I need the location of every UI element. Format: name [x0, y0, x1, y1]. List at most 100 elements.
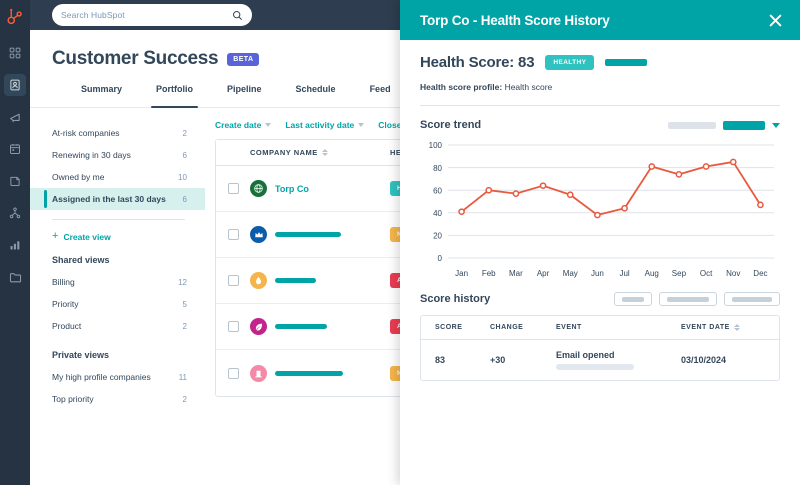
cell-company-name	[250, 318, 390, 335]
svg-text:Nov: Nov	[726, 269, 740, 278]
calendar-icon[interactable]	[4, 138, 26, 160]
svg-text:Aug: Aug	[645, 269, 659, 278]
create-view-label: Create view	[63, 231, 111, 242]
beta-badge: BETA	[227, 52, 260, 66]
profile-label: Health score profile:	[420, 82, 503, 92]
library-folder-icon[interactable]	[4, 266, 26, 288]
create-view-button[interactable]: + Create view	[30, 220, 205, 242]
column-header-score: SCORE	[435, 324, 463, 331]
view-count: 6	[182, 194, 187, 204]
row-checkbox[interactable]	[228, 321, 239, 332]
redacted-company-name	[275, 278, 316, 283]
dashboard-grid-icon[interactable]	[4, 42, 26, 64]
view-item-owned-by-me[interactable]: Owned by me 10	[30, 166, 205, 188]
service-ticket-icon[interactable]	[4, 170, 26, 192]
view-label: Top priority	[52, 394, 94, 404]
hubspot-sprocket-logo[interactable]	[4, 6, 26, 28]
redacted-company-name	[275, 232, 341, 237]
automation-workflow-icon[interactable]	[4, 202, 26, 224]
filter-bar: Create date Last activity date Close d	[215, 120, 800, 130]
shared-views-heading: Shared views	[52, 255, 110, 265]
tab-summary[interactable]: Summary	[81, 84, 123, 94]
history-filter-button-3[interactable]	[724, 292, 780, 306]
column-header-event-date[interactable]: EVENT DATE	[681, 324, 740, 331]
filter-label: Create date	[215, 120, 262, 130]
svg-text:Oct: Oct	[700, 269, 713, 278]
chevron-down-icon[interactable]	[772, 122, 780, 128]
row-checkbox[interactable]	[228, 183, 239, 194]
history-filter-button-2[interactable]	[659, 292, 717, 306]
marketing-megaphone-icon[interactable]	[4, 106, 26, 128]
tab-pipeline[interactable]: Pipeline	[227, 84, 262, 94]
health-score-panel: Torp Co - Health Score History Health Sc…	[400, 0, 800, 485]
view-count: 10	[178, 172, 187, 182]
score-history-header: Score history	[420, 292, 780, 306]
contacts-icon[interactable]	[4, 74, 26, 96]
svg-text:60: 60	[433, 186, 442, 195]
svg-text:Sep: Sep	[672, 269, 687, 278]
history-event: Email opened	[556, 350, 681, 370]
history-row[interactable]: 83 +30 Email opened 03/10/2024	[421, 340, 779, 380]
view-item-product[interactable]: Product 2	[30, 315, 205, 337]
date-range-selector[interactable]	[723, 120, 765, 130]
view-item-at-risk-companies[interactable]: At-risk companies 2	[30, 122, 205, 144]
view-item-priority[interactable]: Priority 5	[30, 293, 205, 315]
row-checkbox[interactable]	[228, 229, 239, 240]
view-item-top-priority[interactable]: Top priority 2	[30, 388, 205, 410]
view-label: Owned by me	[52, 172, 105, 182]
search-placeholder: Search HubSpot	[61, 10, 125, 20]
tab-schedule[interactable]: Schedule	[295, 84, 336, 94]
panel-body: Health Score: 83 HEALTHY Health score pr…	[400, 40, 800, 381]
panel-title: Torp Co - Health Score History	[420, 12, 610, 28]
filter-create-date[interactable]: Create date	[215, 120, 272, 130]
view-item-assigned-in-the-last-30-days[interactable]: Assigned in the last 30 days 6	[30, 188, 205, 210]
chart-canvas: 0 20 40 60 80 100 Jan Feb Mar Apr May Jun Jul Aug Sep O…	[429, 141, 774, 278]
svg-text:Feb: Feb	[482, 269, 496, 278]
svg-text:Jul: Jul	[619, 269, 629, 278]
svg-text:20: 20	[433, 232, 442, 241]
view-count: 2	[182, 321, 187, 331]
svg-text:May: May	[563, 269, 578, 278]
chart-controls	[668, 120, 780, 130]
history-filter-button-1[interactable]	[614, 292, 652, 306]
score-trend-title: Score trend	[420, 119, 482, 131]
globe-icon	[250, 180, 267, 197]
view-item-renewing-in-30-days[interactable]: Renewing in 30 days 6	[30, 144, 205, 166]
views-divider	[52, 219, 185, 220]
svg-text:40: 40	[433, 209, 442, 218]
tab-portfolio[interactable]: Portfolio	[139, 84, 210, 108]
view-item-billing[interactable]: Billing 12	[30, 271, 205, 293]
filter-close-date[interactable]: Close d	[378, 120, 409, 130]
redacted-legend-item	[668, 121, 716, 129]
reports-bar-chart-icon[interactable]	[4, 234, 26, 256]
sort-icon[interactable]	[733, 324, 740, 331]
close-icon[interactable]	[767, 12, 784, 29]
search-input[interactable]: Search HubSpot	[52, 4, 252, 26]
sort-icon[interactable]	[321, 149, 328, 156]
filter-last-activity-date[interactable]: Last activity date	[285, 120, 365, 130]
column-header-event: EVENT	[556, 324, 582, 331]
tab-feed[interactable]: Feed	[369, 84, 391, 94]
row-checkbox[interactable]	[228, 275, 239, 286]
chevron-down-icon	[265, 123, 272, 127]
building-icon	[250, 364, 267, 382]
search-icon[interactable]	[232, 10, 243, 21]
filter-label: Last activity date	[285, 120, 355, 130]
private-views-heading: Private views	[52, 350, 110, 360]
column-header-company-name[interactable]: COMPANY NAME	[250, 148, 390, 157]
view-label: Billing	[52, 277, 75, 287]
view-count: 5	[182, 299, 187, 309]
view-label: My high profile companies	[52, 372, 151, 382]
view-item-my-high-profile-companies[interactable]: My high profile companies 11	[30, 366, 205, 388]
view-count: 12	[178, 277, 187, 287]
company-name-link[interactable]: Torp Co	[275, 183, 309, 194]
score-history-title: Score history	[420, 293, 491, 305]
row-checkbox[interactable]	[228, 367, 239, 379]
health-score-row: Health Score: 83 HEALTHY	[420, 54, 780, 71]
svg-text:Apr: Apr	[537, 269, 550, 278]
svg-text:Mar: Mar	[509, 269, 523, 278]
view-label: At-risk companies	[52, 128, 120, 138]
crown-icon	[250, 226, 267, 243]
views-sidebar: At-risk companies 2 Renewing in 30 days …	[30, 108, 205, 485]
